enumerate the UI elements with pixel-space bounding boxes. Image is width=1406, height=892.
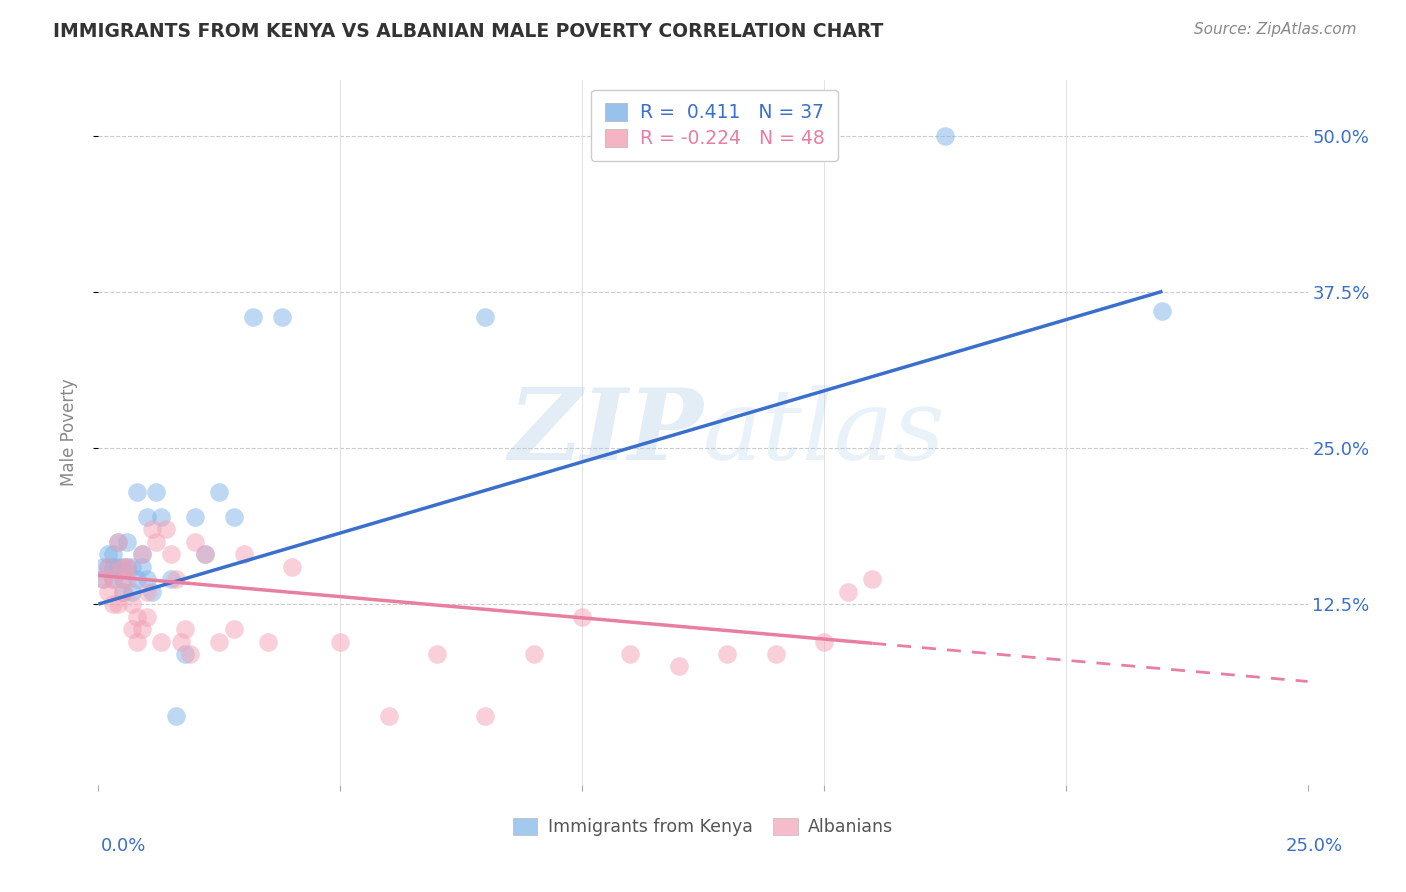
Point bbox=[155, 522, 177, 536]
Point bbox=[111, 559, 134, 574]
Point bbox=[131, 547, 153, 561]
Point bbox=[131, 622, 153, 636]
Point bbox=[571, 609, 593, 624]
Text: 0.0%: 0.0% bbox=[101, 837, 146, 855]
Text: 25.0%: 25.0% bbox=[1285, 837, 1343, 855]
Point bbox=[117, 559, 139, 574]
Point bbox=[184, 509, 207, 524]
Point bbox=[765, 647, 787, 661]
Point bbox=[668, 659, 690, 673]
Point bbox=[111, 559, 134, 574]
Point bbox=[194, 547, 217, 561]
Point bbox=[135, 509, 157, 524]
Point bbox=[160, 547, 183, 561]
Point bbox=[127, 609, 149, 624]
Point bbox=[150, 634, 173, 648]
Point bbox=[121, 584, 143, 599]
Point bbox=[117, 534, 139, 549]
Point bbox=[160, 572, 183, 586]
Point bbox=[232, 547, 254, 561]
Point bbox=[208, 634, 231, 648]
Point bbox=[242, 310, 264, 325]
Text: Source: ZipAtlas.com: Source: ZipAtlas.com bbox=[1194, 22, 1357, 37]
Point bbox=[91, 572, 114, 586]
Point bbox=[97, 559, 120, 574]
Point bbox=[111, 584, 134, 599]
Point bbox=[179, 647, 201, 661]
Point bbox=[813, 634, 835, 648]
Point bbox=[97, 559, 120, 574]
Point bbox=[837, 584, 859, 599]
Point bbox=[145, 534, 167, 549]
Point bbox=[111, 572, 134, 586]
Point bbox=[150, 509, 173, 524]
Point bbox=[101, 559, 124, 574]
Point bbox=[97, 547, 120, 561]
Point bbox=[523, 647, 546, 661]
Point bbox=[107, 597, 129, 611]
Point bbox=[91, 559, 114, 574]
Point bbox=[1152, 304, 1174, 318]
Point bbox=[127, 634, 149, 648]
Point bbox=[165, 709, 187, 723]
Point bbox=[127, 484, 149, 499]
Point bbox=[117, 559, 139, 574]
Point bbox=[107, 559, 129, 574]
Point bbox=[174, 622, 197, 636]
Point bbox=[127, 572, 149, 586]
Text: ZIP: ZIP bbox=[508, 384, 703, 481]
Point bbox=[141, 584, 163, 599]
Point bbox=[101, 597, 124, 611]
Point bbox=[281, 559, 304, 574]
Point bbox=[271, 310, 294, 325]
Point bbox=[121, 597, 143, 611]
Point bbox=[474, 310, 496, 325]
Point bbox=[222, 509, 245, 524]
Point bbox=[184, 534, 207, 549]
Point bbox=[256, 634, 278, 648]
Point bbox=[934, 129, 956, 144]
Point bbox=[135, 572, 157, 586]
Point bbox=[101, 572, 124, 586]
Point bbox=[91, 572, 114, 586]
Legend: Immigrants from Kenya, Albanians: Immigrants from Kenya, Albanians bbox=[506, 811, 900, 843]
Point bbox=[121, 559, 143, 574]
Point bbox=[329, 634, 352, 648]
Point bbox=[716, 647, 738, 661]
Point bbox=[111, 584, 134, 599]
Point bbox=[169, 634, 191, 648]
Point bbox=[194, 547, 217, 561]
Point bbox=[121, 622, 143, 636]
Point bbox=[145, 484, 167, 499]
Point bbox=[101, 572, 124, 586]
Point bbox=[135, 609, 157, 624]
Point bbox=[377, 709, 399, 723]
Point bbox=[101, 547, 124, 561]
Text: IMMIGRANTS FROM KENYA VS ALBANIAN MALE POVERTY CORRELATION CHART: IMMIGRANTS FROM KENYA VS ALBANIAN MALE P… bbox=[53, 22, 884, 41]
Point bbox=[474, 709, 496, 723]
Point bbox=[165, 572, 187, 586]
Point bbox=[426, 647, 449, 661]
Point bbox=[117, 572, 139, 586]
Point bbox=[131, 559, 153, 574]
Point bbox=[141, 522, 163, 536]
Point bbox=[208, 484, 231, 499]
Point bbox=[222, 622, 245, 636]
Point bbox=[860, 572, 883, 586]
Point bbox=[97, 584, 120, 599]
Y-axis label: Male Poverty: Male Poverty bbox=[59, 379, 77, 486]
Point bbox=[107, 534, 129, 549]
Point bbox=[174, 647, 197, 661]
Point bbox=[619, 647, 641, 661]
Point bbox=[135, 584, 157, 599]
Text: atlas: atlas bbox=[703, 385, 946, 480]
Point bbox=[107, 534, 129, 549]
Point bbox=[131, 547, 153, 561]
